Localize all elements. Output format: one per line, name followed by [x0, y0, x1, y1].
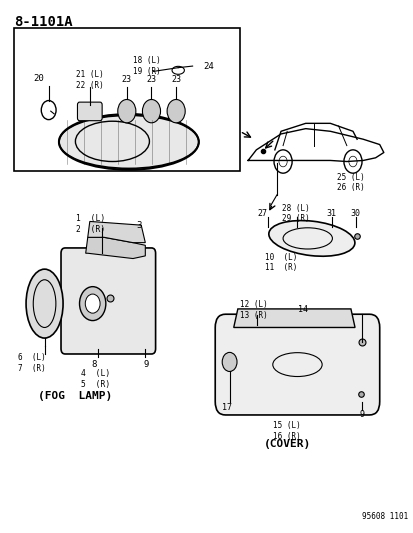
Bar [14, 28, 239, 171]
Text: (FOG  LAMP): (FOG LAMP) [38, 391, 112, 401]
Text: 23: 23 [171, 75, 181, 84]
Text: 9: 9 [359, 410, 364, 419]
Text: 9: 9 [143, 360, 148, 369]
Ellipse shape [26, 269, 63, 338]
Circle shape [85, 294, 100, 313]
Text: 6  (L)
7  (R): 6 (L) 7 (R) [18, 353, 46, 373]
Polygon shape [85, 237, 145, 259]
Text: 4  (L)
5  (R): 4 (L) 5 (R) [80, 369, 109, 389]
Text: 12 (L)
13 (R): 12 (L) 13 (R) [239, 300, 267, 320]
Polygon shape [233, 309, 354, 327]
Text: 95608 1101: 95608 1101 [361, 512, 408, 521]
Text: 1  (L)
2  (R): 1 (L) 2 (R) [76, 214, 105, 234]
Text: 30: 30 [350, 209, 360, 218]
Circle shape [273, 150, 292, 173]
FancyBboxPatch shape [77, 102, 102, 120]
Circle shape [79, 287, 106, 320]
Text: 23: 23 [121, 75, 131, 84]
Circle shape [167, 100, 185, 123]
Circle shape [348, 156, 356, 167]
Text: 10  (L)
11  (R): 10 (L) 11 (R) [264, 253, 297, 272]
Polygon shape [88, 221, 145, 243]
Text: 15 (L)
16 (R): 15 (L) 16 (R) [273, 421, 300, 441]
Text: 21 (L)
22 (R): 21 (L) 22 (R) [76, 70, 103, 90]
Text: (COVER): (COVER) [263, 439, 310, 449]
Circle shape [278, 156, 287, 167]
Text: 8-1101A: 8-1101A [14, 14, 72, 29]
Text: 31: 31 [326, 209, 336, 218]
Text: 27: 27 [257, 209, 267, 218]
Circle shape [343, 150, 361, 173]
FancyBboxPatch shape [61, 248, 155, 354]
Text: 23: 23 [146, 75, 156, 84]
Text: 14: 14 [297, 305, 308, 314]
Circle shape [142, 100, 160, 123]
Circle shape [222, 352, 237, 372]
Text: 28 (L)
29 (R): 28 (L) 29 (R) [281, 204, 309, 223]
Text: 17: 17 [221, 402, 231, 411]
Text: 25 (L)
26 (R): 25 (L) 26 (R) [336, 173, 364, 192]
Ellipse shape [268, 221, 354, 256]
Text: 20: 20 [33, 74, 44, 83]
Text: 18 (L)
19 (R): 18 (L) 19 (R) [133, 56, 161, 76]
FancyBboxPatch shape [215, 314, 379, 415]
Text: 24: 24 [203, 62, 214, 70]
Text: 8: 8 [91, 360, 96, 369]
Text: 3: 3 [136, 221, 142, 230]
Ellipse shape [59, 115, 198, 168]
Circle shape [117, 100, 135, 123]
